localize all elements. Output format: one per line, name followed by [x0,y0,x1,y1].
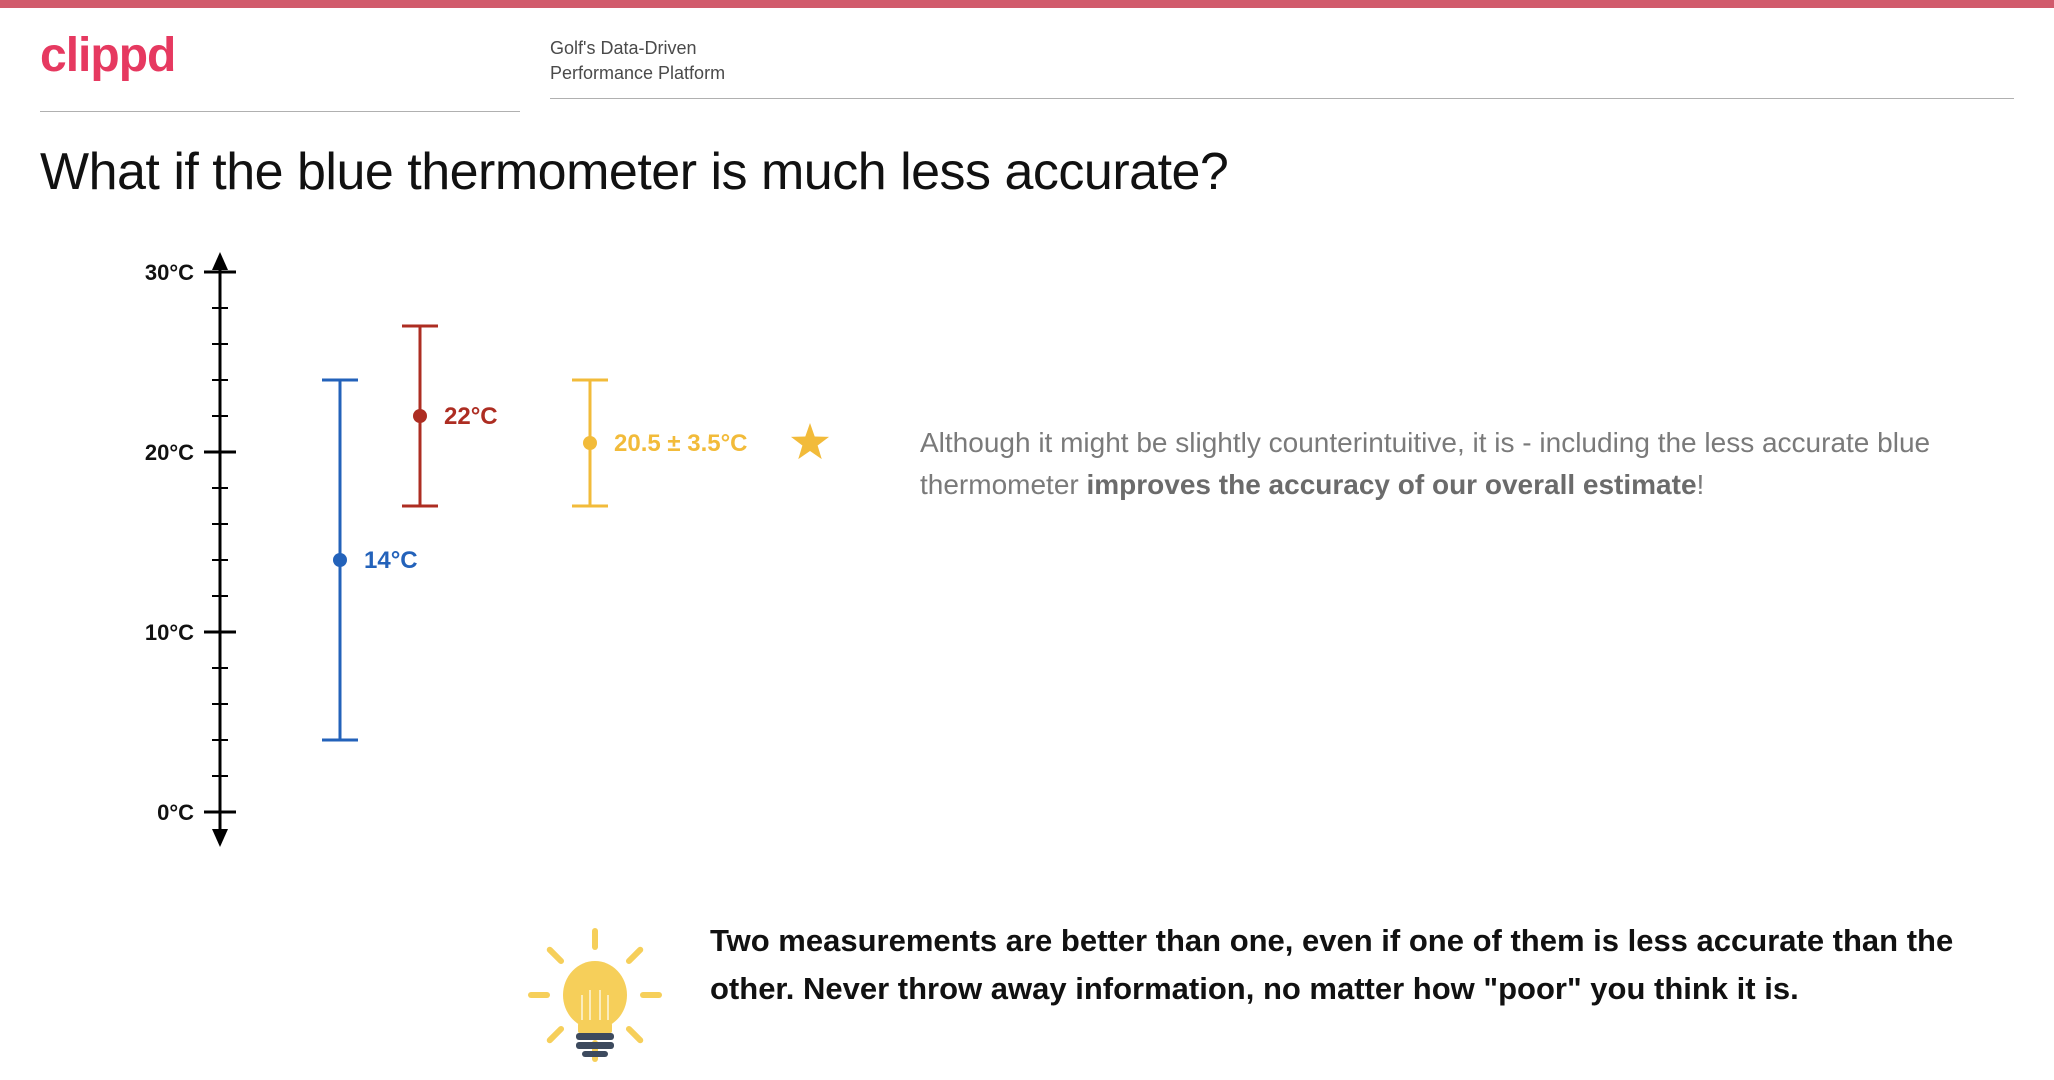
thermometer-chart: 0°C 10°C 20°C 30°C 14°C 22°C 20.5 ± 3.5°C [140,252,880,857]
measurement-label-red: 22°C [444,403,498,430]
svg-text:0°C: 0°C [157,800,194,825]
svg-text:30°C: 30°C [145,260,194,285]
measurement-label-yellow: 20.5 ± 3.5°C [614,430,748,457]
tagline-block: Golf's Data-Driven Performance Platform [550,28,2014,99]
insight-row: Two measurements are better than one, ev… [0,857,2054,1080]
brand-logo: clippd [40,28,520,83]
measurement-label-blue: 14°C [364,547,418,574]
para-post: ! [1697,469,1705,500]
tagline-text: Golf's Data-Driven Performance Platform [550,36,2014,86]
svg-text:10°C: 10°C [145,620,194,645]
page-title: What if the blue thermometer is much les… [0,112,2054,212]
chart-svg: 0°C 10°C 20°C 30°C 14°C 22°C 20.5 ± 3.5°C [140,252,880,852]
explanation-paragraph: Although it might be slightly counterint… [920,422,2014,506]
header: clippd Golf's Data-Driven Performance Pl… [0,8,2054,112]
logo-block: clippd [40,28,520,112]
explanation-column: Although it might be slightly counterint… [920,252,2014,857]
star-icon [791,423,829,459]
insight-text: Two measurements are better than one, ev… [710,917,1994,1013]
lightbulb-icon [520,925,670,1080]
content-row: 0°C 10°C 20°C 30°C 14°C 22°C 20.5 ± 3.5°C Alth… [0,212,2054,857]
svg-text:20°C: 20°C [145,440,194,465]
top-accent-bar [0,0,2054,8]
para-bold: improves the accuracy of our overall est… [1087,469,1697,500]
